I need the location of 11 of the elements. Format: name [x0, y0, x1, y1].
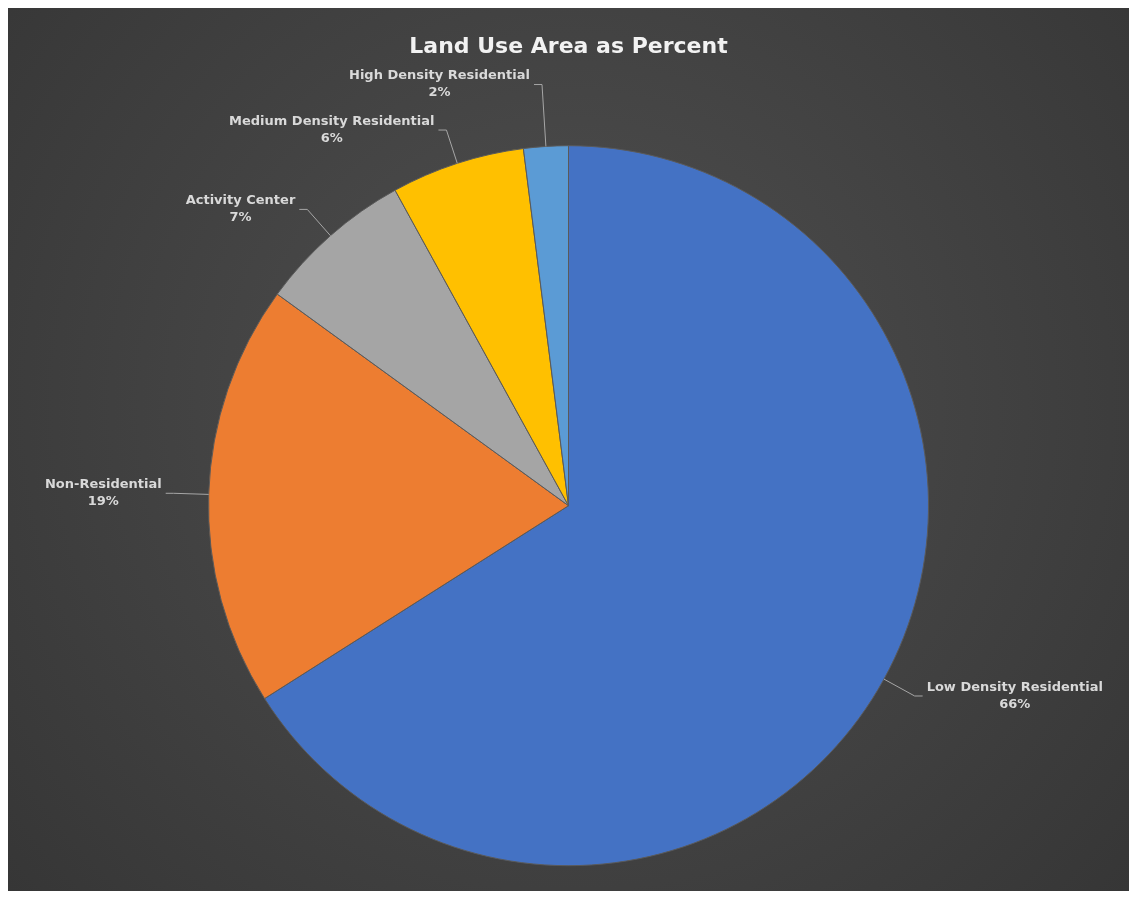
data-label: 19% [87, 493, 119, 509]
slice-label: Medium Density Residential [229, 112, 435, 128]
data-label: 2% [428, 84, 451, 100]
slice-label: Non-Residential [44, 476, 162, 492]
data-label: 66% [999, 695, 1031, 711]
slice-label: Activity Center [185, 192, 296, 208]
slice-label: High Density Residential [349, 67, 531, 83]
slice-label: Low Density Residential [926, 678, 1103, 694]
data-label: 7% [229, 209, 252, 225]
data-label: 6% [320, 129, 343, 145]
chart-title: Land Use Area as Percent [409, 32, 729, 58]
